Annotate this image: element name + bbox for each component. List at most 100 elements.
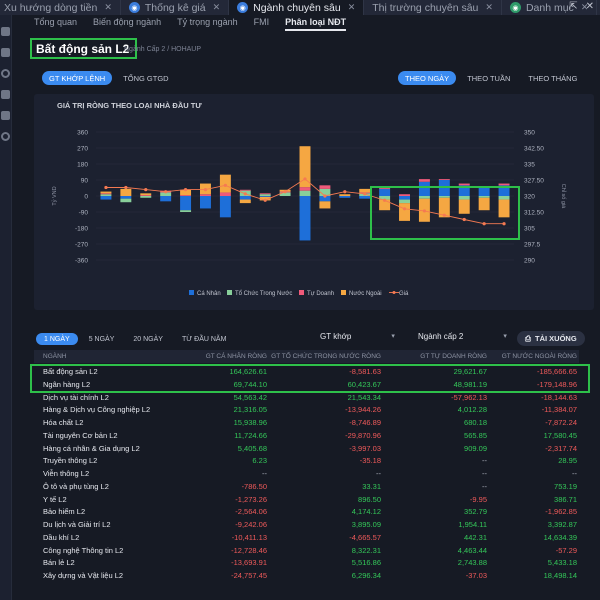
- period-20-ngay[interactable]: 20 NGÀY: [133, 335, 163, 343]
- table-row[interactable]: Tài nguyên Cơ bản L2 11,724.66 -29,870.96 5…: [34, 430, 579, 443]
- tab-thong-ke-gia[interactable]: ◉ Thống kê giá ✕: [121, 0, 230, 15]
- table-row[interactable]: Ô tô và phụ tùng L2 -786.50 33.31 -- 753.19: [34, 481, 579, 494]
- cell-value: -2,564.06: [235, 507, 267, 517]
- briefcase-icon[interactable]: [1, 111, 10, 120]
- download-button[interactable]: ⎙ TẢI XUỐNG: [517, 331, 585, 346]
- grid-icon[interactable]: [1, 27, 10, 36]
- period-tu-dau-nam[interactable]: TỪ ĐẦU NĂM: [181, 335, 227, 343]
- table-row[interactable]: Hàng cá nhân & Gia dụng L2 5,405.68 -3,997…: [34, 443, 579, 456]
- header-nuoc-ngoai[interactable]: GT NƯỚC NGOÀI RÒNG: [501, 353, 577, 360]
- header-nganh[interactable]: NGÀNH: [43, 353, 67, 360]
- subtab-fmi[interactable]: FMI: [253, 17, 270, 27]
- tab-thi-truong-chuyen-sau[interactable]: Thị trường chuyên sâu ✕: [364, 0, 502, 15]
- tab-nganh-chuyen-sau[interactable]: ◉ Ngành chuyên sâu ✕: [229, 0, 365, 15]
- toggle-gt-khop-lenh[interactable]: GT KHỚP LỆNH: [42, 71, 113, 85]
- cell-value: 753.19: [554, 481, 577, 491]
- close-icon[interactable]: ✕: [347, 2, 356, 12]
- table-row[interactable]: Xây dựng và Vật liệu L2 -24,757.45 6,296.3…: [34, 570, 579, 583]
- folder-icon[interactable]: [1, 90, 10, 99]
- close-icon[interactable]: ✕: [104, 2, 112, 12]
- header-to-chuc[interactable]: GT TỔ CHỨC TRONG NƯỚC RÒNG: [271, 353, 381, 360]
- cell-value: 6,296.34: [351, 571, 381, 580]
- table-row[interactable]: Truyền thông L2 6.23 -35.18 -- 28.95: [34, 455, 579, 468]
- bar-cá-nhân: [160, 196, 172, 202]
- level-select[interactable]: Ngành cấp 2 ▾: [418, 332, 507, 341]
- header-tu-doanh[interactable]: GT TỰ DOANH RÒNG: [420, 353, 487, 360]
- table-row[interactable]: Hàng & Dịch vụ Công nghiệp L2 21,316.05 -1…: [34, 404, 579, 417]
- cell-value: --: [482, 469, 487, 478]
- subtab-tong-quan[interactable]: Tổng quan: [34, 17, 78, 27]
- cell-value: -7,872.24: [545, 418, 577, 427]
- cell-value: 60,423.67: [347, 379, 381, 389]
- table-row[interactable]: Hóa chất L2 15,938.96 -8,746.89 680.18 -7,87…: [34, 417, 579, 430]
- legend-label: Cá Nhân: [197, 291, 221, 297]
- price-point: [502, 222, 506, 226]
- table-row[interactable]: Y tế L2 -1,273.26 896.50 -9.95 386.71: [34, 494, 579, 507]
- table-row[interactable]: Dầu khí L2 -10,411.13 -4,665.57 442.31 14,63…: [34, 532, 579, 545]
- sector-name: Dầu khí L2: [43, 532, 80, 542]
- close-icon[interactable]: ✕: [485, 2, 493, 12]
- cell-value: -37.03: [465, 571, 487, 580]
- table-period-toggle: 1 NGÀY 5 NGÀY 20 NGÀY TỪ ĐẦU NĂM: [36, 333, 234, 345]
- chart-title: GIÁ TRỊ RÒNG THEO LOẠI NHÀ ĐẦU TƯ: [57, 101, 202, 110]
- bar-nước-ngoài: [359, 188, 371, 193]
- cell-value: -1,273.26: [235, 494, 267, 504]
- cell-value: 909.09: [464, 443, 487, 453]
- header-ca-nhan[interactable]: GT CÁ NHÂN RÒNG: [205, 353, 267, 360]
- y-left-tick-label: 0: [84, 194, 88, 201]
- close-icon[interactable]: ✕: [580, 2, 589, 12]
- cell-value: -179,148.96: [536, 379, 577, 389]
- bar-tổ-chức-trong-nước: [279, 192, 291, 196]
- toggle-theo-thang[interactable]: THEO THÁNG: [528, 73, 578, 83]
- toggle-theo-tuan[interactable]: THEO TUẦN: [467, 73, 511, 83]
- sector-name: Hàng & Dịch vụ Công nghiệp L2: [43, 405, 151, 415]
- level-value: Ngành cấp 2: [418, 332, 464, 341]
- toggle-tong-gtgd[interactable]: TỔNG GTGD: [123, 73, 169, 83]
- refresh-icon[interactable]: [1, 69, 10, 78]
- settings-icon[interactable]: [1, 132, 10, 141]
- cell-value: 5,433.18: [547, 558, 577, 568]
- cell-value: -8,581.63: [349, 367, 381, 376]
- bar-cá-nhân: [120, 196, 132, 199]
- title-highlight: [30, 38, 137, 59]
- close-icon[interactable]: ✕: [585, 1, 594, 12]
- legend-swatch: [299, 290, 304, 295]
- table-row[interactable]: Bán lẻ L2 -13,693.91 5,516.86 2,743.88 5,433…: [34, 557, 579, 570]
- filter-icon[interactable]: [1, 48, 10, 57]
- cell-value: 1,954.11: [458, 520, 487, 529]
- bar-tự-doanh: [379, 188, 391, 189]
- table-row[interactable]: Công nghệ Thông tin L2 -12,728.46 8,322.31…: [34, 545, 579, 558]
- table-row[interactable]: Ngân hàng L2 69,744.10 60,423.67 48,981.19 -…: [34, 379, 579, 392]
- cell-value: 386.71: [554, 494, 577, 504]
- external-link-icon[interactable]: ⇱: [569, 1, 578, 12]
- bar-tự-doanh: [319, 185, 331, 189]
- table-row[interactable]: Viễn thông L2 -- -- -- --: [34, 468, 579, 481]
- subtab-bien-dong-nganh[interactable]: Biến động ngành: [93, 17, 162, 27]
- toggle-theo-ngay[interactable]: THEO NGÀY: [398, 71, 457, 85]
- cell-value: -24,757.45: [231, 571, 267, 580]
- tab-xu-huong-dong-tien[interactable]: Xu hướng dòng tiền ✕: [0, 0, 121, 15]
- period-5-ngay[interactable]: 5 NGÀY: [88, 335, 115, 343]
- table-row[interactable]: Dịch vụ tài chính L2 54,563.42 21,543.34 -5…: [34, 392, 579, 405]
- table-row[interactable]: Bất động sản L2 164,626.61 -8,581.63 29,621…: [34, 366, 579, 379]
- cell-value: --: [572, 469, 577, 478]
- sector-name: Ngân hàng L2: [43, 379, 91, 389]
- y-left-tick-label: -270: [75, 242, 88, 249]
- cell-value: 352.79: [464, 507, 487, 517]
- tab-danh-muc[interactable]: ◉ Danh mục ✕: [502, 0, 598, 15]
- subtab-phan-loai-ndt[interactable]: Phân loại NĐT: [285, 17, 347, 31]
- table-row[interactable]: Du lịch và Giải trí L2 -9,242.06 3,895.09 1…: [34, 519, 579, 532]
- y-left-tick-label: 90: [81, 178, 89, 185]
- table-row[interactable]: Bảo hiểm L2 -2,564.06 4,174.12 352.79 -1,962…: [34, 506, 579, 519]
- bar-nước-ngoài: [319, 201, 331, 209]
- subtab-ty-trong-nganh[interactable]: Tỷ trọng ngành: [177, 17, 238, 27]
- bar-tổ-chức-trong-nước: [140, 196, 152, 198]
- tab-label: Ngành chuyên sâu: [253, 1, 341, 14]
- period-1-ngay[interactable]: 1 NGÀY: [36, 333, 78, 345]
- sector-name: Viễn thông L2: [43, 469, 90, 478]
- close-icon[interactable]: ✕: [212, 2, 221, 12]
- cell-value: 21,543.34: [347, 392, 381, 402]
- cell-value: -11,384.07: [541, 405, 577, 415]
- globe-icon: ◉: [509, 2, 521, 13]
- value-type-select[interactable]: GT khớp ▾: [320, 332, 395, 341]
